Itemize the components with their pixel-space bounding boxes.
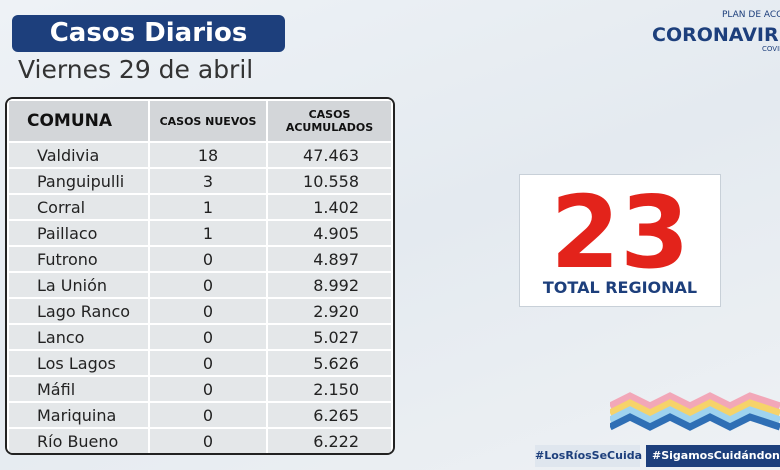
table-cell: 0 bbox=[148, 271, 268, 299]
table: COMUNA CASOS NUEVOS CASOS ACUMULADOS Valdiv… bbox=[7, 99, 393, 453]
table-cell: 4.905 bbox=[266, 219, 393, 247]
table-cell: 47.463 bbox=[266, 141, 393, 169]
column-header: COMUNA bbox=[7, 99, 150, 143]
table-cell: 10.558 bbox=[266, 167, 393, 195]
table-cell: 0 bbox=[148, 245, 268, 273]
table-row: Río Bueno 0 6.222 bbox=[7, 427, 393, 453]
table-row: Valdivia 18 47.463 bbox=[7, 141, 393, 169]
table-cell: Valdivia bbox=[7, 141, 150, 169]
date: Viernes 29 de abril bbox=[18, 55, 254, 84]
logo-top: PLAN DE ACCIÓN bbox=[722, 10, 780, 20]
table-cell: Futrono bbox=[7, 245, 150, 273]
table-cell: Panguipulli bbox=[7, 167, 150, 195]
title: Casos Diarios bbox=[12, 15, 285, 52]
table-cell: 8.992 bbox=[266, 271, 393, 299]
table-cell: Paillaco bbox=[7, 219, 150, 247]
table-row: Los Lagos 0 5.626 bbox=[7, 349, 393, 377]
table-cell: 6.265 bbox=[266, 401, 393, 429]
table-cell: 3 bbox=[148, 167, 268, 195]
table-row: Máfil 0 2.150 bbox=[7, 375, 393, 403]
column-header: CASOS NUEVOS bbox=[148, 99, 268, 143]
hashtag: #SigamosCuidándonos bbox=[646, 445, 780, 467]
table-cell: 18 bbox=[148, 141, 268, 169]
table-cell: 4.897 bbox=[266, 245, 393, 273]
table-cell: 5.626 bbox=[266, 349, 393, 377]
table-row: Paillaco 1 4.905 bbox=[7, 219, 393, 247]
table-cell: Corral bbox=[7, 193, 150, 221]
table-cell: 5.027 bbox=[266, 323, 393, 351]
logo-bottom: COVID-19 bbox=[762, 45, 780, 53]
table-cell: La Unión bbox=[7, 271, 150, 299]
table-cell: Mariquina bbox=[7, 401, 150, 429]
table-row: La Unión 0 8.992 bbox=[7, 271, 393, 299]
table-cell: 1.402 bbox=[266, 193, 393, 221]
table-cell: 2.920 bbox=[266, 297, 393, 325]
table-row: Lanco 0 5.027 bbox=[7, 323, 393, 351]
table-cell: 1 bbox=[148, 219, 268, 247]
table-cell: 0 bbox=[148, 375, 268, 403]
decoration bbox=[610, 392, 780, 431]
table-frame: COMUNA CASOS NUEVOS CASOS ACUMULADOS Valdiv… bbox=[5, 97, 395, 455]
table-cell: Los Lagos bbox=[7, 349, 150, 377]
total-box: 23 TOTAL REGIONAL bbox=[519, 174, 721, 307]
table-cell: 0 bbox=[148, 349, 268, 377]
total-value: 23 bbox=[550, 174, 690, 291]
logo-main: CORONAVIRUS bbox=[652, 24, 780, 46]
table-row: Futrono 0 4.897 bbox=[7, 245, 393, 273]
table-cell: 0 bbox=[148, 323, 268, 351]
hashtag: #LosRíosSeCuida bbox=[535, 445, 642, 467]
column-header: CASOS ACUMULADOS bbox=[266, 99, 393, 143]
table-cell: Lago Ranco bbox=[7, 297, 150, 325]
table-cell: Lanco bbox=[7, 323, 150, 351]
table-row: Panguipulli 3 10.558 bbox=[7, 167, 393, 195]
table-cell: 1 bbox=[148, 193, 268, 221]
table-cell: 0 bbox=[148, 427, 268, 453]
table-cell: 6.222 bbox=[266, 427, 393, 453]
table-cell: Máfil bbox=[7, 375, 150, 403]
table-cell: 2.150 bbox=[266, 375, 393, 403]
table-cell: 0 bbox=[148, 401, 268, 429]
table-cell: Río Bueno bbox=[7, 427, 150, 453]
table-row: Mariquina 0 6.265 bbox=[7, 401, 393, 429]
table-row: Corral 1 1.402 bbox=[7, 193, 393, 221]
table-row: Lago Ranco 0 2.920 bbox=[7, 297, 393, 325]
total-label: TOTAL REGIONAL bbox=[542, 278, 698, 297]
table-cell: 0 bbox=[148, 297, 268, 325]
